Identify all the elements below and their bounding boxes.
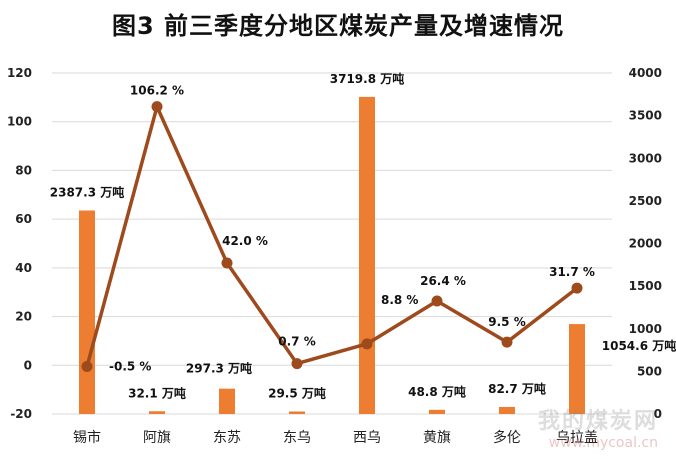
category-label: 东苏 — [213, 430, 241, 446]
left-tick-label: -20 — [10, 407, 32, 421]
left-tick-label: 60 — [15, 212, 32, 226]
category-label: 多伦 — [493, 429, 521, 446]
watermark-text: 我的煤炭网 — [537, 409, 658, 434]
left-tick-label: 20 — [15, 310, 32, 324]
watermark: 我的煤炭网 www.mycoal.cn — [538, 403, 658, 451]
line-data-label: 9.5 % — [488, 315, 525, 329]
left-tick-label: 0 — [24, 358, 32, 372]
bar-data-label: 297.3 万吨 — [186, 361, 252, 376]
left-tick-label: 40 — [15, 261, 32, 275]
watermark-url: www.mycoal.cn — [548, 435, 658, 451]
grid — [52, 72, 612, 415]
right-tick-label: 4000 — [629, 66, 662, 80]
right-tick-label: 1500 — [629, 279, 662, 293]
category-label: 锡市 — [73, 429, 101, 446]
line-data-label: 26.4 % — [420, 274, 466, 288]
bar-data-label: 82.7 万吨 — [488, 381, 546, 396]
bar-data-label: 3719.8 万吨 — [330, 71, 405, 86]
line-point — [81, 361, 93, 373]
axes: 120 100 80 60 40 20 0 -20 4000 3500 3000 2500 2000 15… — [7, 66, 662, 446]
left-tick-label: 80 — [15, 163, 32, 177]
right-tick-label: 1000 — [629, 322, 662, 336]
right-tick-label: 2000 — [629, 237, 662, 251]
left-tick-label: 120 — [7, 66, 32, 80]
bar — [429, 409, 445, 414]
line-path — [85, 104, 579, 367]
bar-data-label: 2387.3 万吨 — [50, 184, 125, 199]
left-tick-label: 100 — [7, 115, 32, 129]
right-tick-label: 500 — [637, 364, 662, 378]
bar — [289, 411, 305, 414]
category-label: 西乌 — [353, 430, 381, 446]
category-label: 阿旗 — [143, 430, 171, 446]
category-label: 乌拉盖 — [556, 430, 598, 446]
line-series — [81, 101, 583, 373]
category-label: 东乌 — [283, 430, 311, 446]
bar-data-label: 29.5 万吨 — [268, 385, 326, 400]
bar — [79, 210, 95, 414]
bar — [359, 96, 375, 414]
line-data-label: 31.7 % — [549, 265, 595, 279]
line-point — [221, 257, 233, 269]
line-point — [361, 338, 373, 350]
line-data-label: 106.2 % — [130, 84, 184, 98]
bar-data-label: 48.8 万吨 — [408, 384, 466, 399]
right-tick-label: 0 — [654, 407, 662, 421]
line-data-label: 8.8 % — [381, 293, 418, 307]
bar-data-label: 32.1 万吨 — [128, 385, 186, 400]
line-point — [571, 282, 583, 294]
line-data-label: -0.5 % — [109, 360, 151, 374]
bar — [499, 406, 515, 414]
line-point — [291, 358, 303, 370]
bar — [219, 388, 235, 414]
bar — [149, 411, 165, 414]
bars — [79, 96, 585, 414]
chart-title: 图3 前三季度分地区煤炭产量及增速情况 — [111, 12, 565, 40]
bar-data-label: 1054.6 万吨 — [602, 338, 676, 353]
right-tick-label: 3000 — [629, 151, 662, 165]
line-point — [501, 336, 513, 348]
line-point — [151, 101, 163, 113]
bar — [569, 324, 585, 414]
line-data-label: 42.0 % — [222, 234, 268, 248]
line-data-label: 0.7 % — [278, 335, 315, 349]
category-label: 黄旗 — [423, 429, 451, 446]
right-tick-label: 3500 — [629, 109, 662, 123]
line-point — [431, 295, 443, 307]
right-tick-label: 2500 — [629, 194, 662, 208]
